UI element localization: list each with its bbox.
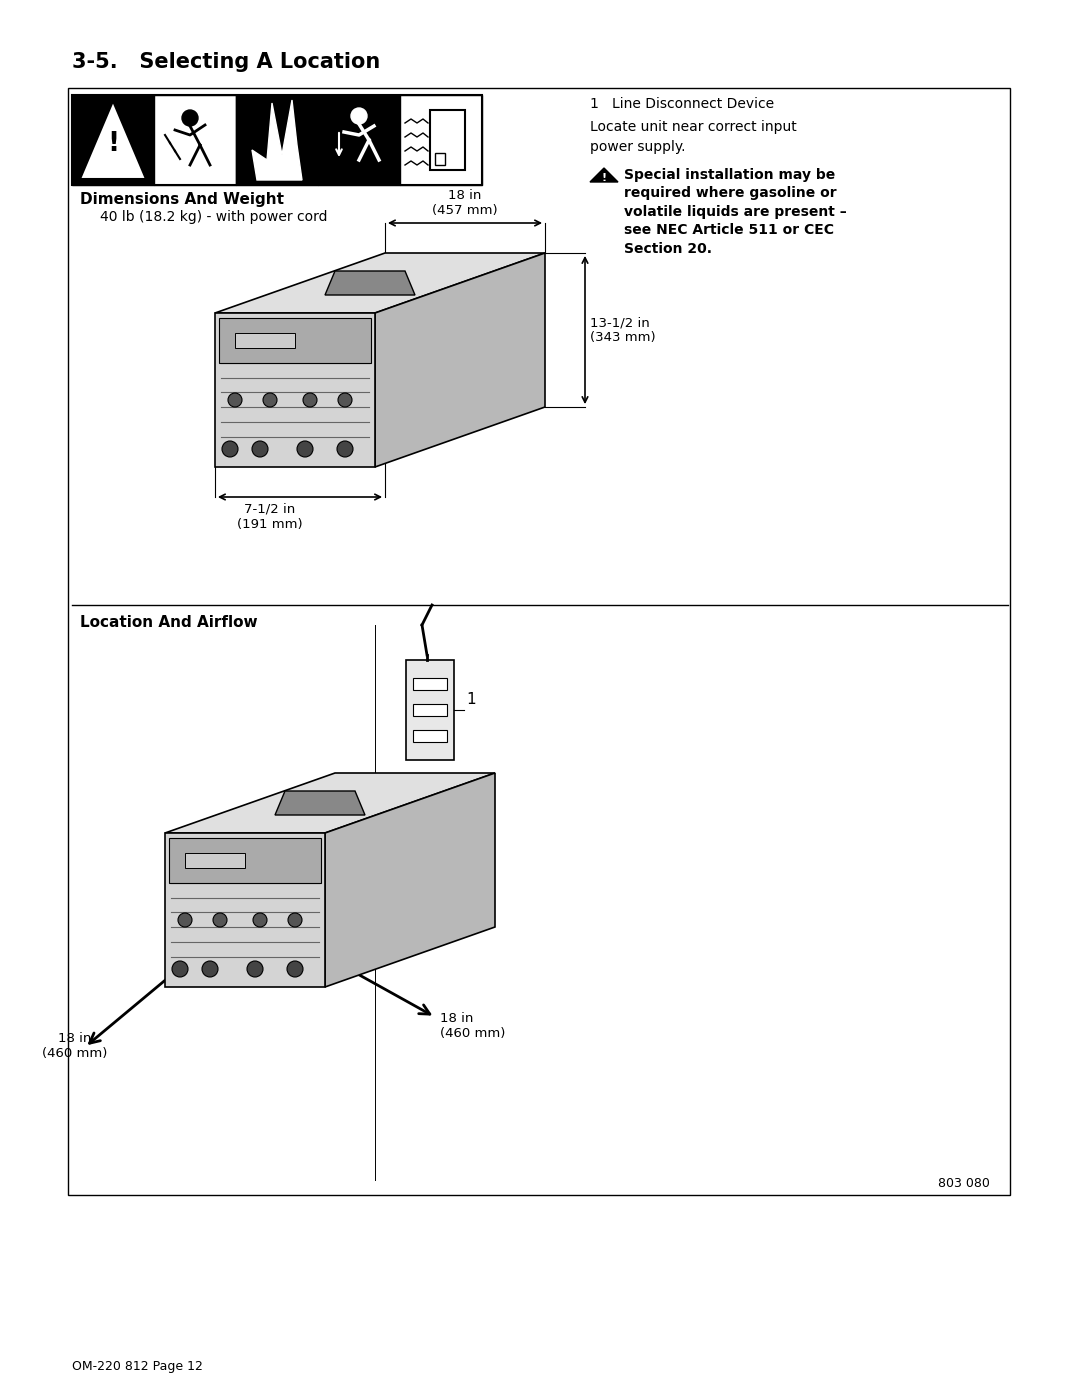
Polygon shape [215,253,545,313]
Text: 18 in
(457 mm): 18 in (457 mm) [432,189,498,217]
Text: 1   Line Disconnect Device: 1 Line Disconnect Device [590,96,774,110]
Circle shape [287,961,303,977]
Circle shape [202,961,218,977]
Circle shape [297,441,313,457]
Circle shape [178,914,192,928]
Text: Special installation may be
required where gasoline or
volatile liquids are pres: Special installation may be required whe… [624,168,847,256]
Polygon shape [325,271,415,295]
Bar [219,319,372,363]
Bar [235,332,295,348]
Polygon shape [375,253,545,467]
Text: 18 in
(460 mm): 18 in (460 mm) [42,1032,108,1060]
Polygon shape [275,791,365,814]
Text: Locate unit near correct input
power supply.: Locate unit near correct input power sup… [590,120,797,154]
Polygon shape [80,101,146,179]
Circle shape [183,110,198,126]
Bar [413,678,447,690]
Polygon shape [165,833,325,988]
Text: 13-1/2 in
(343 mm): 13-1/2 in (343 mm) [590,316,656,344]
Bar [168,838,321,883]
Bar [72,95,154,184]
Bar [185,854,245,868]
Circle shape [247,961,264,977]
Circle shape [172,961,188,977]
Circle shape [351,108,367,124]
Polygon shape [252,101,302,180]
Polygon shape [590,168,618,182]
Text: 40 lb (18.2 kg) - with power cord: 40 lb (18.2 kg) - with power cord [100,210,327,224]
Text: 3-5.   Selecting A Location: 3-5. Selecting A Location [72,52,380,73]
Text: 1: 1 [465,693,475,707]
Text: 803 080: 803 080 [939,1178,990,1190]
Bar [68,88,1010,1194]
Text: Location And Airflow: Location And Airflow [80,615,258,630]
Bar [430,110,465,170]
Bar [413,731,447,742]
Circle shape [228,393,242,407]
Circle shape [252,441,268,457]
Bar [435,154,445,165]
Bar [237,95,318,184]
Bar [72,95,482,184]
Text: Dimensions And Weight: Dimensions And Weight [80,191,284,207]
Circle shape [253,914,267,928]
Circle shape [222,441,238,457]
Polygon shape [325,773,495,988]
Text: OM-220 812 Page 12: OM-220 812 Page 12 [72,1361,203,1373]
Circle shape [337,441,353,457]
Bar [413,704,447,717]
Circle shape [338,393,352,407]
Text: 7-1/2 in
(191 mm): 7-1/2 in (191 mm) [238,503,302,531]
Bar [400,95,482,184]
Bar [154,95,237,184]
Text: !: ! [602,173,607,183]
Circle shape [213,914,227,928]
Polygon shape [215,313,375,467]
Circle shape [264,393,276,407]
Text: 18 in
(460 mm): 18 in (460 mm) [440,1011,505,1039]
Text: !: ! [107,131,119,156]
Circle shape [288,914,302,928]
Polygon shape [165,773,495,833]
Bar [318,95,400,184]
Bar [406,659,454,760]
Circle shape [303,393,318,407]
